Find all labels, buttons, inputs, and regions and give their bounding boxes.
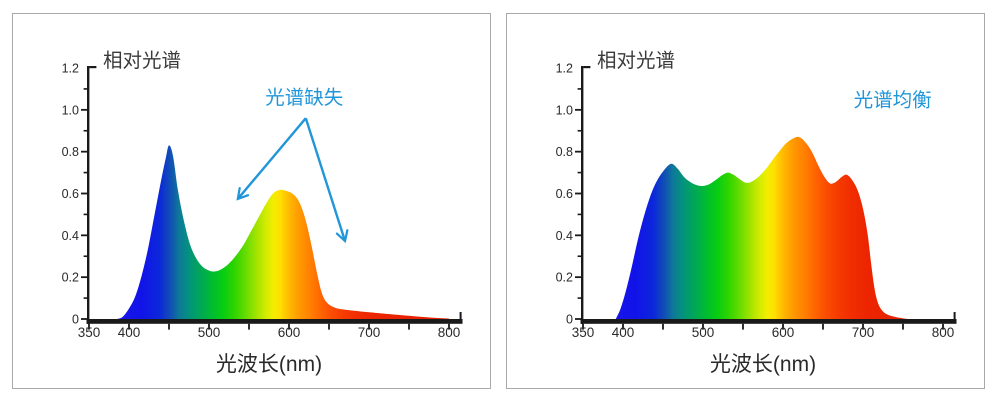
x-axis-end-cap <box>459 312 462 319</box>
y-minor-tick <box>83 255 87 258</box>
y-tick-label: 0.2 <box>62 271 79 285</box>
y-tick-label: 0 <box>566 313 573 327</box>
y-tick-label: 0 <box>72 313 79 327</box>
x-tick <box>582 323 584 330</box>
x-tick <box>128 323 130 330</box>
y-tick-label: 0.6 <box>556 187 573 201</box>
y-axis-end-cap <box>583 66 591 69</box>
x-tick-label: 700 <box>852 325 875 340</box>
x-axis-title: 光波长(nm) <box>710 353 816 376</box>
y-tick <box>81 234 87 237</box>
chart-title: 相对光谱 <box>103 50 181 72</box>
x-tick <box>862 323 864 330</box>
spectrum-area-curve <box>117 145 449 319</box>
y-tick-label: 0.6 <box>62 187 79 201</box>
x-tick-label: 500 <box>198 325 221 340</box>
y-tick <box>81 192 87 195</box>
y-tick <box>575 276 581 279</box>
spectrum-area-curve <box>615 136 908 319</box>
y-tick-label: 1.2 <box>62 62 79 76</box>
spectrum-chart-left-panel: 350 400 500 600 700 800 0 0.2 0.4 0.6 0.8 1.0 1.2 相对光… <box>12 13 491 389</box>
y-minor-tick <box>577 88 581 90</box>
annotation-arrow <box>304 117 349 244</box>
x-tick <box>288 323 290 330</box>
y-axis-line <box>87 66 90 324</box>
y-tick <box>575 192 581 195</box>
x-tick <box>902 323 904 330</box>
x-tick <box>368 323 370 330</box>
x-tick <box>622 323 624 330</box>
y-tick <box>81 150 87 153</box>
y-tick-label: 0.8 <box>556 145 573 159</box>
x-tick <box>408 323 410 330</box>
x-tick-label: 600 <box>278 325 301 340</box>
y-tick <box>81 276 87 279</box>
y-tick-label: 0.4 <box>62 229 79 243</box>
x-tick <box>822 323 824 330</box>
x-axis-line <box>86 319 463 324</box>
x-tick-label: 350 <box>572 325 595 340</box>
y-minor-tick <box>577 129 581 132</box>
y-minor-tick <box>83 129 87 132</box>
spectrum-chart-left: 350 400 500 600 700 800 0 0.2 0.4 0.6 0.8 1.0 1.2 相对光… <box>62 50 463 376</box>
y-tick-label: 0.2 <box>556 271 573 285</box>
y-minor-tick <box>577 213 581 216</box>
x-tick <box>662 323 664 330</box>
y-minor-tick <box>577 297 581 299</box>
y-minor-tick <box>83 88 87 90</box>
x-axis-title: 光波长(nm) <box>216 353 322 376</box>
x-tick <box>742 323 744 330</box>
y-minor-tick <box>83 171 87 174</box>
x-tick-label: 800 <box>438 325 461 340</box>
spectrum-chart-right-panel: 350 400 500 600 700 800 0 0.2 0.4 0.6 0.8 1.0 1.2 相对光… <box>506 13 985 389</box>
y-minor-tick <box>577 255 581 258</box>
x-axis-end-cap <box>953 312 956 319</box>
spectrum-chart-right: 350 400 500 600 700 800 0 0.2 0.4 0.6 0.8 1.0 1.2 相对光… <box>556 50 957 376</box>
y-tick <box>575 234 581 237</box>
y-minor-tick <box>83 213 87 216</box>
x-axis-line <box>580 319 957 324</box>
y-axis-line <box>581 66 584 324</box>
x-tick-label: 400 <box>612 325 635 340</box>
y-minor-tick <box>83 297 87 299</box>
annotation-label: 光谱缺失 <box>265 87 343 109</box>
y-tick-label: 0.4 <box>556 229 573 243</box>
annotation-label: 光谱均衡 <box>854 89 932 111</box>
x-tick-label: 600 <box>772 325 795 340</box>
x-tick <box>248 323 250 330</box>
x-tick-label: 500 <box>692 325 715 340</box>
y-tick-label: 1.0 <box>62 103 79 117</box>
x-tick-label: 800 <box>932 325 955 340</box>
y-tick <box>575 150 581 153</box>
x-tick <box>88 323 90 330</box>
y-minor-tick <box>577 171 581 174</box>
y-tick <box>575 318 581 320</box>
x-tick <box>702 323 704 330</box>
annotation-arrow <box>236 117 307 201</box>
x-tick <box>168 323 170 330</box>
x-tick <box>448 323 450 330</box>
y-axis-end-cap <box>89 66 97 69</box>
chart-title: 相对光谱 <box>597 50 675 72</box>
y-tick-label: 0.8 <box>62 145 79 159</box>
x-tick <box>208 323 210 330</box>
y-tick-label: 1.0 <box>556 103 573 117</box>
y-tick <box>575 108 581 111</box>
x-tick-label: 350 <box>78 325 101 340</box>
x-tick <box>942 323 944 330</box>
x-tick-label: 700 <box>358 325 381 340</box>
x-tick <box>782 323 784 330</box>
x-tick <box>328 323 330 330</box>
y-tick <box>81 108 87 111</box>
x-tick-label: 400 <box>118 325 141 340</box>
y-tick-label: 1.2 <box>556 62 573 76</box>
y-tick <box>81 318 87 320</box>
